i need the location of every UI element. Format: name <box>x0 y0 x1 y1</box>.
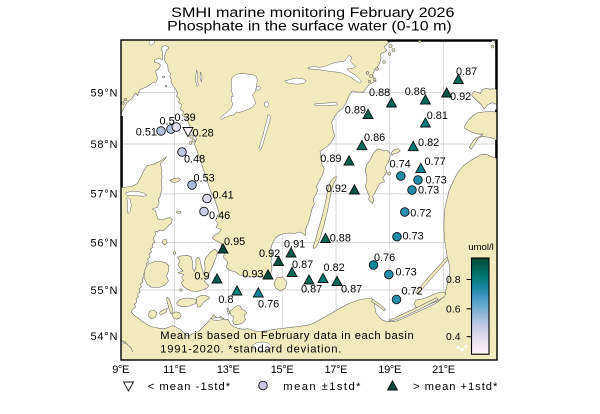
svg-text:0.72: 0.72 <box>410 208 431 220</box>
svg-text:57°N: 57°N <box>91 189 118 201</box>
svg-text:0.6: 0.6 <box>446 304 461 315</box>
svg-text:0.82: 0.82 <box>418 137 439 149</box>
svg-text:0.48: 0.48 <box>184 154 205 166</box>
svg-text:0.87: 0.87 <box>341 284 362 296</box>
svg-text:15°E: 15°E <box>271 364 294 376</box>
svg-text:0.87: 0.87 <box>292 259 313 271</box>
svg-text:0.76: 0.76 <box>374 252 395 264</box>
svg-text:1991-2020. *standard deviation: 1991-2020. *standard deviation. <box>160 343 341 355</box>
svg-text:0.77: 0.77 <box>425 156 446 168</box>
svg-text:0.92: 0.92 <box>450 91 471 103</box>
svg-text:0.39: 0.39 <box>175 112 196 124</box>
svg-text:0.8: 0.8 <box>446 275 461 286</box>
svg-text:0.91: 0.91 <box>284 239 305 251</box>
svg-text:0.8: 0.8 <box>218 294 233 306</box>
svg-text:< mean -1std*: < mean -1std* <box>148 381 231 393</box>
svg-text:0.95: 0.95 <box>224 236 245 248</box>
svg-text:umol/l: umol/l <box>468 242 494 253</box>
svg-text:9°E: 9°E <box>112 364 129 376</box>
svg-text:0.93: 0.93 <box>242 269 263 281</box>
svg-text:0.73: 0.73 <box>418 185 439 197</box>
svg-text:0.86: 0.86 <box>364 132 385 144</box>
svg-text:SMHI marine monitoring Februar: SMHI marine monitoring February 2026 <box>171 5 454 20</box>
svg-text:0.81: 0.81 <box>427 110 448 122</box>
svg-text:0.73: 0.73 <box>396 267 417 279</box>
svg-text:0.87: 0.87 <box>301 284 322 296</box>
svg-text:Mean is based on February data: Mean is based on February data in each b… <box>160 330 413 342</box>
svg-text:0.51: 0.51 <box>136 127 157 139</box>
svg-text:56°N: 56°N <box>91 237 118 249</box>
svg-text:0.86: 0.86 <box>405 86 426 98</box>
svg-text:0.53: 0.53 <box>194 173 215 185</box>
svg-text:0.46: 0.46 <box>209 210 230 222</box>
svg-text:Phosphate in the surface water: Phosphate in the surface water (0-10 m) <box>167 19 452 34</box>
svg-text:54°N: 54°N <box>91 331 118 343</box>
svg-text:0.89: 0.89 <box>320 153 341 165</box>
svg-text:0.73: 0.73 <box>403 231 424 243</box>
svg-text:0.73: 0.73 <box>426 175 447 187</box>
svg-text:0.87: 0.87 <box>456 66 477 78</box>
svg-text:0.72: 0.72 <box>402 286 423 298</box>
svg-text:0.4: 0.4 <box>446 332 461 343</box>
svg-text:13°E: 13°E <box>217 364 240 376</box>
svg-text:17°E: 17°E <box>325 364 348 376</box>
svg-text:mean ±1std*: mean ±1std* <box>283 381 361 393</box>
svg-text:0.92: 0.92 <box>259 248 280 260</box>
svg-text:11°E: 11°E <box>163 364 186 376</box>
svg-text:0.41: 0.41 <box>213 190 234 202</box>
svg-text:0.88: 0.88 <box>330 233 351 245</box>
svg-text:55°N: 55°N <box>91 285 118 297</box>
svg-text:0.28: 0.28 <box>193 128 214 140</box>
svg-text:> mean +1std*: > mean +1std* <box>413 381 498 393</box>
svg-text:0.82: 0.82 <box>324 262 345 274</box>
svg-text:59°N: 59°N <box>91 87 118 99</box>
svg-text:0.5: 0.5 <box>160 116 175 128</box>
svg-text:0.76: 0.76 <box>258 299 279 311</box>
svg-text:19°E: 19°E <box>378 364 401 376</box>
svg-text:0.74: 0.74 <box>390 159 411 171</box>
svg-text:0.9: 0.9 <box>194 271 209 283</box>
svg-text:0.88: 0.88 <box>369 87 390 99</box>
svg-text:21°E: 21°E <box>432 364 455 376</box>
svg-text:0.92: 0.92 <box>326 183 347 195</box>
svg-text:0.89: 0.89 <box>345 105 366 117</box>
svg-text:58°N: 58°N <box>91 139 118 151</box>
